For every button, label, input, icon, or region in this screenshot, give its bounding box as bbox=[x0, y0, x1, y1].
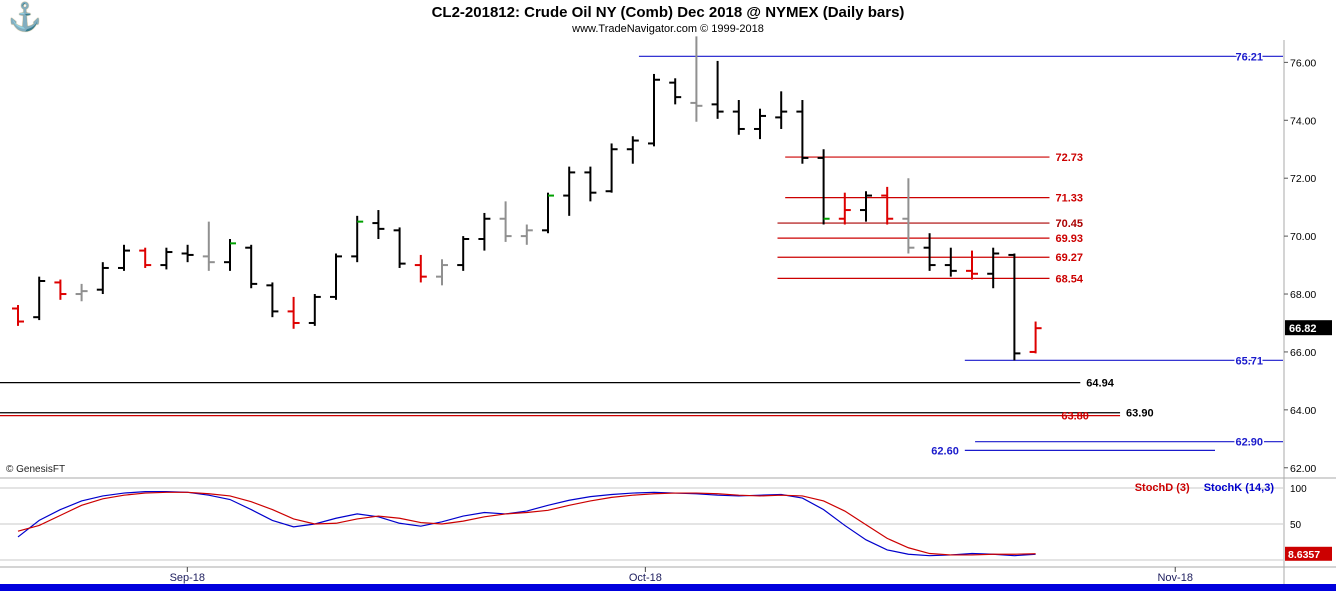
x-axis-label: Oct-18 bbox=[629, 572, 662, 584]
y-axis-tick-label: 62.00 bbox=[1290, 463, 1316, 475]
level-label: 65.71 bbox=[1235, 355, 1263, 367]
level-label: 62.90 bbox=[1235, 437, 1263, 449]
genesis-watermark: © GenesisFT bbox=[6, 464, 66, 475]
stoch-axis-tick-label: 100 bbox=[1290, 484, 1307, 495]
bottom-taskbar bbox=[0, 584, 1336, 591]
level-label: 69.27 bbox=[1055, 252, 1083, 264]
stochd-legend-label[interactable]: StochD (3) bbox=[1134, 482, 1190, 494]
level-label: 76.21 bbox=[1235, 51, 1263, 63]
stochd-line bbox=[17, 491, 1036, 556]
y-axis-tick-label: 64.00 bbox=[1290, 405, 1316, 417]
level-label: 71.33 bbox=[1055, 193, 1083, 205]
stoch-axis-tick-label: 50 bbox=[1290, 520, 1302, 531]
chart-subtitle: www.TradeNavigator.com © 1999-2018 bbox=[572, 23, 764, 35]
x-axis-label: Sep-18 bbox=[170, 572, 205, 584]
last-price-badge bbox=[1285, 320, 1332, 336]
stochastic-legend: StochD (3) StochK (14,3) bbox=[1135, 482, 1274, 494]
level-label: 64.94 bbox=[1086, 378, 1114, 390]
last-price-badge-label: 66.82 bbox=[1289, 323, 1317, 335]
y-axis-tick-label: 74.00 bbox=[1290, 115, 1316, 127]
y-axis-tick-label: 66.00 bbox=[1290, 347, 1316, 359]
y-axis-tick-label: 76.00 bbox=[1290, 57, 1316, 69]
level-label: 69.93 bbox=[1055, 233, 1083, 245]
level-label: 72.73 bbox=[1055, 152, 1083, 164]
level-label: 63.80 bbox=[1061, 411, 1089, 423]
stochk-legend-label[interactable]: StochK (14,3) bbox=[1203, 482, 1274, 494]
level-label: 68.54 bbox=[1055, 273, 1083, 285]
stoch-value-badge bbox=[1285, 546, 1332, 561]
y-axis-tick-label: 72.00 bbox=[1290, 173, 1316, 185]
x-axis-label: Nov-18 bbox=[1157, 572, 1192, 584]
stoch-value-badge-label: 8.6357 bbox=[1288, 549, 1320, 561]
y-axis-tick-label: 68.00 bbox=[1290, 289, 1316, 301]
genesis-anchor-logo-icon: ⚓ bbox=[8, 2, 42, 32]
level-label: 63.90 bbox=[1126, 408, 1154, 420]
y-axis-tick-label: 70.00 bbox=[1290, 231, 1316, 243]
chart-title: CL2-201812: Crude Oil NY (Comb) Dec 2018… bbox=[431, 4, 905, 21]
level-label: 62.60 bbox=[931, 445, 959, 457]
level-label: 70.45 bbox=[1055, 218, 1083, 230]
